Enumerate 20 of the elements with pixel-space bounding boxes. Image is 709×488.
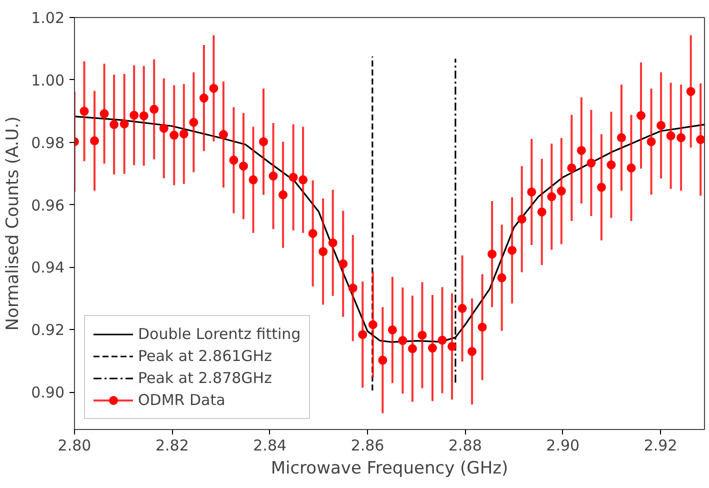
- x-tick-label: 2.90: [546, 436, 580, 454]
- legend-label: Peak at 2.878GHz: [138, 369, 273, 387]
- x-tick-label: 2.92: [644, 436, 678, 454]
- x-tick-label: 2.88: [448, 436, 482, 454]
- y-tick-label: 0.90: [31, 384, 65, 402]
- legend-label: Double Lorentz fitting: [138, 325, 301, 343]
- x-axis-title: Microwave Frequency (GHz): [270, 458, 508, 478]
- x-tick-label: 2.82: [155, 436, 189, 454]
- legend-label: ODMR Data: [138, 391, 226, 409]
- y-axis-title: Normalised Counts (A.U.): [3, 116, 24, 331]
- x-tick-label: 2.84: [253, 436, 287, 454]
- legend-label: Peak at 2.861GHz: [138, 347, 273, 365]
- y-tick-label: 0.94: [31, 258, 65, 277]
- x-tick-label: 2.86: [350, 436, 384, 454]
- x-tick-label: 2.80: [58, 436, 92, 454]
- y-tick-label: 1.02: [31, 9, 65, 27]
- y-tick-label: 0.92: [31, 321, 65, 340]
- y-tick-label: 1.00: [31, 71, 65, 90]
- y-tick-label: 0.98: [31, 134, 65, 152]
- y-tick-label: 0.96: [31, 196, 65, 214]
